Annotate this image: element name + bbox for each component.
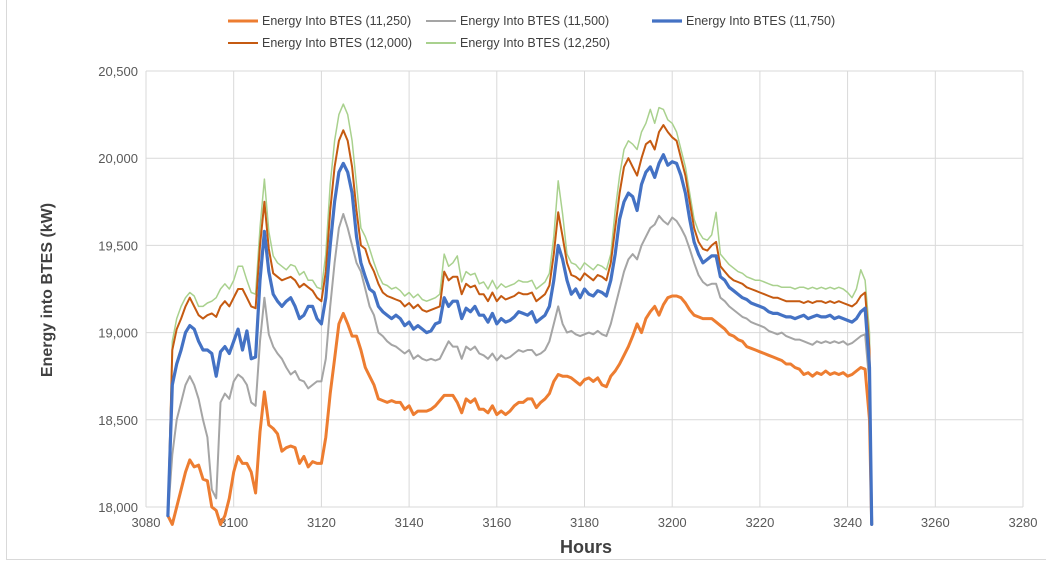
- y-tick-labels: 18,000 18,500 19,000 19,500 20,000 20,500: [98, 64, 138, 515]
- gridlines: [145, 70, 1024, 508]
- x-tick-label: 3220: [745, 515, 774, 530]
- series-line-3: [166, 124, 873, 526]
- y-tick-label: 20,000: [98, 151, 138, 166]
- series-line-2: [166, 153, 874, 526]
- y-axis-title: Energy into BTES (kW): [39, 203, 56, 377]
- y-tick-label: 18,000: [98, 500, 138, 515]
- series-line-4: [167, 103, 873, 526]
- y-tick-label: 19,500: [98, 238, 138, 253]
- x-tick-label: 3100: [219, 515, 248, 530]
- legend-label-0: Energy Into BTES (11,250): [262, 14, 411, 28]
- x-tick-label: 3260: [921, 515, 950, 530]
- legend-label-3: Energy Into BTES (12,000): [262, 36, 412, 50]
- legend-label-1: Energy Into BTES (11,500): [460, 14, 609, 28]
- series-line-0: [166, 294, 874, 526]
- x-tick-label: 3160: [482, 515, 511, 530]
- x-axis-title: Hours: [560, 537, 612, 557]
- series-lines: [166, 103, 874, 526]
- series-line-1: [166, 213, 873, 526]
- x-tick-label: 3240: [833, 515, 862, 530]
- legend: Energy Into BTES (11,250) Energy Into BTE…: [228, 14, 835, 50]
- x-tick-labels: 3080 3100 3120 3140 3160 3180 3200 3220 3240 3260…: [132, 515, 1038, 530]
- x-tick-label: 3120: [307, 515, 336, 530]
- y-tick-label: 20,500: [98, 64, 138, 79]
- x-tick-label: 3180: [570, 515, 599, 530]
- y-tick-label: 19,000: [98, 326, 138, 341]
- y-tick-label: 18,500: [98, 413, 138, 428]
- chart-frame: [6, 0, 1046, 560]
- x-tick-label: 3140: [395, 515, 424, 530]
- x-tick-label: 3080: [132, 515, 161, 530]
- x-tick-label: 3200: [658, 515, 687, 530]
- legend-label-4: Energy Into BTES (12,250): [460, 36, 610, 50]
- legend-label-2: Energy Into BTES (11,750): [686, 14, 835, 28]
- x-tick-label: 3280: [1009, 515, 1038, 530]
